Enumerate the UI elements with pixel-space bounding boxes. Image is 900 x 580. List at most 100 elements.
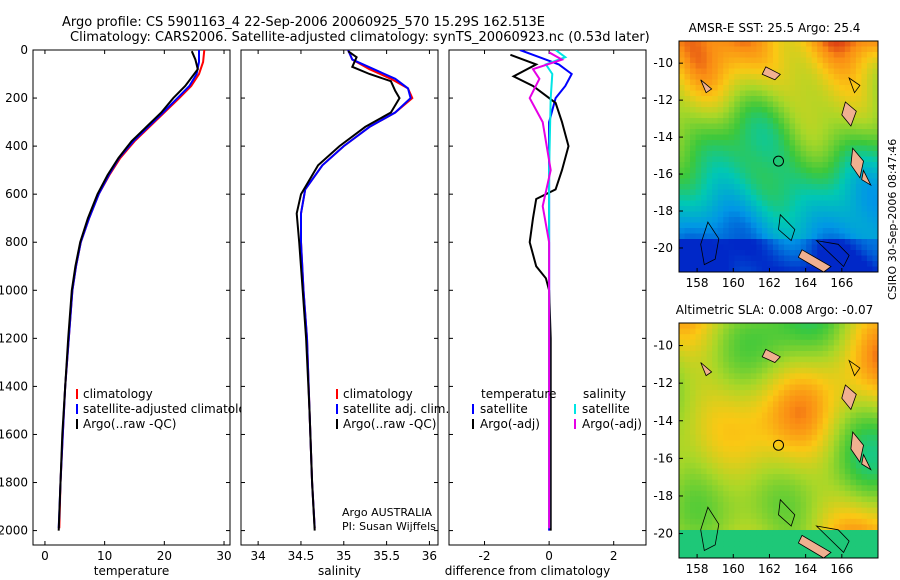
heatmap-cell [789, 490, 796, 498]
heatmap-cell [756, 474, 763, 481]
heatmap-cell [717, 485, 724, 492]
heatmap-cell [695, 151, 702, 158]
heatmap-cell [778, 496, 785, 503]
heatmap-cell [750, 156, 757, 163]
heatmap-cell [778, 46, 785, 53]
heatmap-cell [872, 151, 878, 158]
y-tick-label: -12 [653, 93, 673, 107]
heatmap-cell [739, 524, 746, 531]
heatmap-cell [855, 350, 863, 358]
heatmap-cell [800, 244, 807, 251]
heatmap-cell [850, 485, 857, 492]
heatmap-cell [739, 479, 746, 486]
heatmap-cell [684, 228, 691, 235]
heatmap-cell [872, 507, 878, 514]
heatmap-cell [679, 217, 686, 224]
heatmap-cell [784, 530, 791, 537]
series-group [295, 50, 414, 531]
heatmap-cell [679, 395, 686, 402]
heatmap-cell [866, 167, 874, 174]
heatmap-cell [723, 502, 730, 509]
map-title: AMSR-E SST: 25.5 Argo: 25.4 [689, 21, 861, 35]
heatmap-cell [750, 107, 757, 114]
heatmap-cell [761, 479, 769, 486]
heatmap-cell [800, 451, 807, 458]
heatmap-cell [822, 345, 829, 352]
heatmap-cell [795, 167, 802, 174]
heatmap-cell [739, 502, 746, 509]
heatmap-cell [833, 479, 840, 486]
heatmap-cell [839, 167, 846, 174]
heatmap-cell [778, 140, 785, 147]
heatmap-cell [789, 178, 796, 185]
heatmap-cell [739, 52, 746, 59]
heatmap-cell [756, 233, 763, 240]
heatmap-cell [690, 200, 697, 207]
heatmap-cell [850, 118, 857, 125]
heatmap-cell [789, 429, 796, 436]
heatmap-cell [734, 535, 741, 542]
heatmap-cell [712, 496, 719, 503]
heatmap-cell [756, 156, 763, 163]
heatmap-cell [850, 524, 857, 531]
heatmap-cell [756, 423, 763, 430]
heatmap-cell [778, 339, 785, 346]
heatmap-cell [750, 96, 757, 103]
heatmap-cell [828, 446, 835, 453]
heatmap-cell [706, 46, 713, 53]
heatmap-cell [706, 378, 713, 386]
heatmap-cell [761, 233, 769, 240]
heatmap-cell [855, 378, 863, 386]
heatmap-cell [828, 85, 835, 92]
heatmap-cell [872, 239, 878, 246]
heatmap-cell [739, 90, 746, 97]
heatmap-cell [833, 339, 840, 346]
heatmap-cell [806, 74, 813, 81]
heatmap-cell [778, 535, 785, 542]
heatmap-cell [728, 200, 735, 207]
heatmap-cell [745, 244, 752, 251]
x-tick-label: 35 [336, 549, 351, 563]
heatmap-cell [750, 129, 757, 136]
heatmap-cell [811, 434, 818, 442]
heatmap-cell [712, 328, 719, 335]
heatmap-cell [756, 535, 763, 542]
heatmap-cell [817, 85, 824, 92]
heatmap-cell [850, 468, 857, 475]
heatmap-cell [701, 524, 708, 531]
heatmap-cell [679, 541, 686, 548]
heatmap-cell [850, 261, 857, 268]
heatmap-cell [761, 367, 769, 374]
heatmap-cell [806, 384, 813, 391]
title-line-2: Climatology: CARS2006. Satellite-adjuste… [70, 30, 650, 45]
heatmap-cell [695, 323, 702, 330]
heatmap-cell [723, 468, 730, 475]
heatmap-cell [728, 239, 735, 246]
heatmap-cell [866, 502, 874, 509]
heatmap-cell [811, 63, 818, 70]
heatmap-cell [750, 140, 757, 147]
heatmap-cell [679, 101, 686, 108]
heatmap-cell [739, 74, 746, 81]
heatmap-cell [861, 255, 868, 262]
heatmap-cell [701, 101, 708, 108]
heatmap-cell [734, 96, 741, 103]
heatmap-cell [695, 145, 702, 152]
heatmap-cell [811, 518, 818, 526]
heatmap-cell [679, 485, 686, 492]
heatmap-cell [789, 68, 796, 75]
heatmap-cell [761, 184, 769, 191]
heatmap-cell [701, 129, 708, 136]
heatmap-cell [701, 107, 708, 114]
heatmap-cell [739, 356, 746, 363]
heatmap-cell [795, 362, 802, 369]
heatmap-cell [811, 156, 818, 163]
heatmap-cell [756, 384, 763, 391]
heatmap-cell [844, 206, 851, 213]
heatmap-cell [723, 440, 730, 447]
heatmap-cell [734, 323, 741, 330]
heatmap-cell [701, 440, 708, 447]
heatmap-cell [717, 140, 724, 147]
heatmap-cell [717, 434, 724, 442]
heatmap-cell [811, 57, 818, 64]
